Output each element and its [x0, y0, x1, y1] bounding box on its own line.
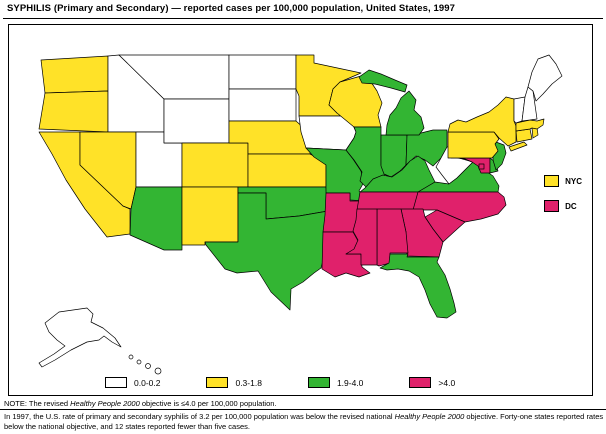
note-text: NOTE: The revised Healthy People 2000 ob… — [4, 399, 277, 408]
state-PA — [447, 131, 500, 159]
state-HI-island — [154, 367, 162, 375]
legend-swatch-4 — [409, 377, 432, 388]
state-MA — [515, 118, 545, 132]
state-MI-upper — [358, 69, 408, 93]
state-ME — [527, 54, 563, 102]
note-post: objective is ≤4.0 per 100,000 population… — [139, 399, 277, 408]
state-HI-island — [128, 354, 134, 360]
state-WA — [40, 55, 109, 94]
state-AL — [376, 208, 409, 267]
figure-title: SYPHILIS (Primary and Secondary) — repor… — [7, 3, 456, 14]
state-HI-island — [136, 359, 142, 365]
state-HI-island — [145, 363, 151, 369]
state-KS — [247, 153, 327, 188]
legend-label-3: 1.9-4.0 — [336, 377, 364, 388]
dc-legend-swatch — [544, 200, 560, 212]
state-NY — [447, 96, 517, 147]
legend-item-2: 0.3-1.8 — [206, 377, 262, 388]
map-container: NYC DC 0.0-0.2 0.3-1.8 1.9-4.0 >4. — [8, 24, 593, 396]
state-ND — [228, 54, 297, 90]
note-label: NOTE: — [4, 399, 27, 408]
state-FL — [379, 253, 457, 319]
footer-divider — [0, 409, 606, 410]
note-pre: The revised — [26, 399, 71, 408]
rate-legend: 0.0-0.2 0.3-1.8 1.9-4.0 >4.0 — [105, 377, 455, 388]
dc-legend-label: DC — [565, 201, 577, 211]
city-legend: NYC DC — [544, 175, 582, 225]
legend-label-1: 0.0-0.2 — [134, 377, 161, 388]
state-MS — [345, 208, 378, 266]
state-AK — [38, 307, 122, 368]
state-OR — [38, 90, 109, 133]
state-CO — [181, 142, 249, 188]
nyc-legend-label: NYC — [565, 176, 582, 186]
footer-text: In 1997, the U.S. rate of primary and se… — [4, 412, 604, 432]
legend-item-1: 0.0-0.2 — [105, 377, 160, 388]
nyc-legend-swatch — [544, 175, 560, 187]
state-WI — [328, 75, 383, 128]
state-WY — [163, 98, 230, 144]
city-legend-row-nyc: NYC — [544, 175, 582, 187]
legend-item-3: 1.9-4.0 — [307, 377, 364, 388]
state-NY-long-island — [508, 141, 528, 152]
legend-item-4: >4.0 — [409, 377, 455, 388]
legend-swatch-1 — [105, 377, 127, 388]
state-DC-marker — [478, 163, 485, 170]
legend-label-2: 0.3-1.8 — [235, 377, 262, 388]
state-SD — [228, 88, 297, 122]
footer-pre: In 1997, the U.S. rate of primary and se… — [4, 412, 395, 421]
state-TX — [204, 192, 330, 311]
title-divider — [3, 18, 603, 19]
state-NM — [181, 186, 239, 246]
legend-swatch-2 — [206, 377, 229, 388]
legend-label-4: >4.0 — [438, 377, 456, 388]
us-map — [38, 54, 563, 375]
city-legend-row-dc: DC — [544, 200, 582, 212]
note-italic: Healthy People 2000 — [70, 399, 140, 408]
state-AZ — [129, 186, 183, 251]
footer-post: objective. Forty-one states reported rat… — [4, 412, 604, 431]
footer-italic: Healthy People 2000 — [394, 412, 465, 421]
legend-swatch-3 — [307, 377, 330, 388]
state-NC — [412, 191, 507, 223]
state-MI-lower — [385, 90, 425, 136]
